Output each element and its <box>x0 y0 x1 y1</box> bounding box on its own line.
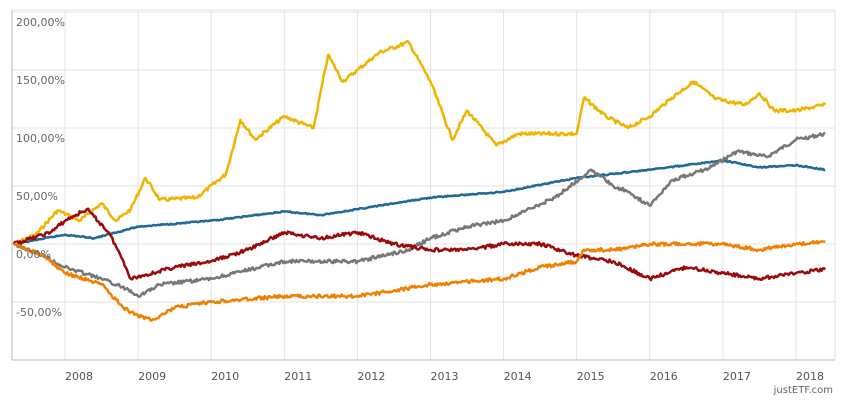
x-tick-label: 2018 <box>796 370 824 383</box>
series-line-orange <box>13 239 826 322</box>
y-tick-label: 0,00% <box>16 248 51 261</box>
y-tick-label: 100,00% <box>16 132 65 145</box>
series-line-gold <box>13 39 827 246</box>
x-tick-label: 2015 <box>577 370 605 383</box>
series-line-blue <box>13 159 826 246</box>
series-group <box>12 39 827 322</box>
y-tick-label: 150,00% <box>16 74 65 87</box>
axes: 200,00% 150,00% 100,00% 50,00% 0,00% -50,00% 2… <box>11 10 835 383</box>
series-line-red <box>12 207 827 282</box>
x-tick-label: 2016 <box>650 370 678 383</box>
y-tick-label: 200,00% <box>16 16 65 29</box>
x-tick-label: 2014 <box>504 370 532 383</box>
y-tick-label: -50,00% <box>16 306 62 319</box>
y-tick-label: 50,00% <box>16 190 58 203</box>
x-tick-label: 2012 <box>357 370 385 383</box>
x-tick-label: 2010 <box>211 370 239 383</box>
series-line-gray <box>13 131 826 299</box>
x-tick-label: 2017 <box>723 370 751 383</box>
x-tick-label: 2009 <box>138 370 166 383</box>
x-tick-label: 2011 <box>284 370 312 383</box>
grid <box>12 9 836 360</box>
watermark: justETF.com <box>773 385 833 396</box>
x-tick-label: 2008 <box>65 370 93 383</box>
x-tick-label: 2013 <box>431 370 459 383</box>
